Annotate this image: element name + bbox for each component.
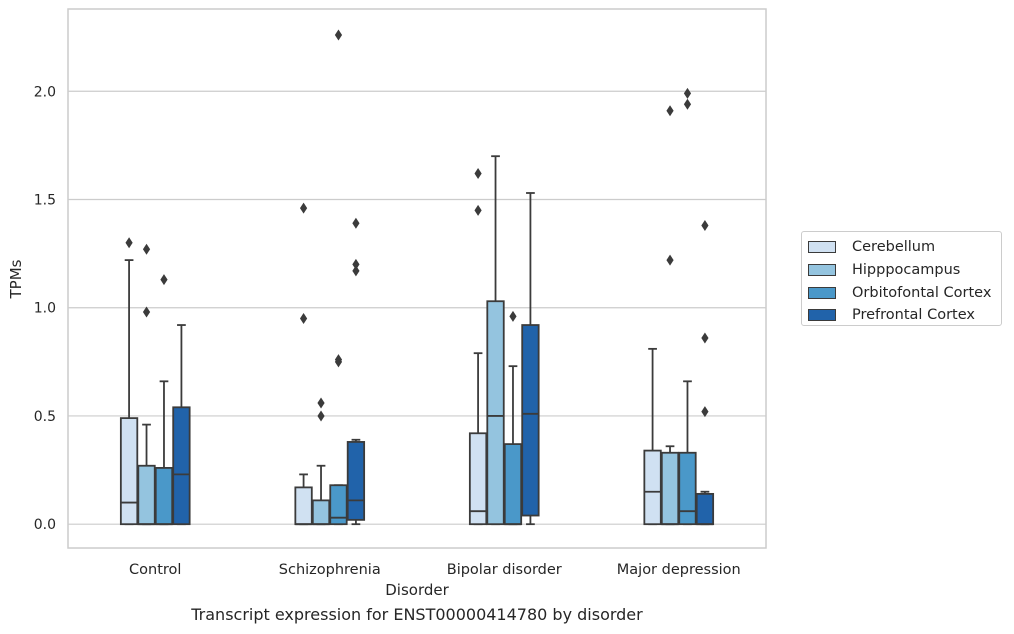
box <box>660 105 680 526</box>
box-series <box>119 29 715 526</box>
box <box>119 237 139 526</box>
outlier-point <box>299 202 308 214</box>
legend-swatch <box>808 309 836 322</box>
box-body <box>172 406 191 526</box>
box <box>695 219 715 526</box>
outlier-point <box>683 87 692 99</box>
box <box>503 310 523 526</box>
box <box>468 168 488 526</box>
outlier-point <box>334 354 343 366</box>
legend-label: Orbitofontal Cortex <box>852 284 992 301</box>
outlier-point <box>509 310 517 322</box>
legend-item: Orbitofontal Cortex <box>808 281 1001 304</box>
outlier-point <box>701 219 709 231</box>
box-body <box>468 432 488 526</box>
y-axis-label: TPMs <box>7 259 25 299</box>
box-body <box>486 300 505 526</box>
box-body <box>119 417 139 526</box>
y-tick-label: 0.0 <box>34 517 56 533</box>
box <box>678 87 697 526</box>
legend-label: Prefrontal Cortex <box>852 307 975 324</box>
y-tick-label: 1.5 <box>34 192 56 208</box>
box-body <box>695 492 715 526</box>
x-tick-label: Control <box>129 562 181 578</box>
legend-label: Hipppocampus <box>852 262 961 279</box>
outlier-point <box>352 217 360 229</box>
box-body <box>660 451 680 526</box>
box-body <box>643 449 662 526</box>
y-tick-labels: 0.0 0.5 1.0 1.5 2.0 <box>34 84 56 533</box>
box <box>154 274 174 526</box>
box-body <box>137 464 156 526</box>
box-body <box>154 467 174 526</box>
box <box>486 155 505 526</box>
y-tick-label: 2.0 <box>34 84 56 100</box>
outlier-point <box>142 243 151 255</box>
outlier-point <box>334 29 343 41</box>
outlier-point <box>317 397 325 409</box>
outlier-point <box>317 410 325 422</box>
box <box>294 202 313 526</box>
box <box>172 324 191 526</box>
box <box>329 29 348 526</box>
box-body <box>294 486 313 526</box>
outlier-point <box>160 274 168 286</box>
x-axis-label: Disorder <box>385 581 449 599</box>
outlier-point <box>352 258 360 270</box>
y-tick-label: 0.5 <box>34 409 56 425</box>
legend-item: Prefrontal Cortex <box>808 304 1001 327</box>
box-body <box>311 499 331 526</box>
box <box>346 217 366 526</box>
legend-swatch <box>808 286 836 299</box>
outlier-point <box>701 406 709 418</box>
legend-item: Cerebellum <box>808 236 1001 259</box>
outlier-point <box>701 332 709 344</box>
legend-swatch <box>808 241 836 254</box>
outlier-point <box>299 313 308 325</box>
chart-caption: Transcript expression for ENST0000041478… <box>191 605 643 624</box>
box-body <box>346 441 366 521</box>
y-tick-label: 1.0 <box>34 301 56 317</box>
outlier-point <box>474 168 482 180</box>
box <box>521 192 540 526</box>
outlier-point <box>683 98 692 110</box>
outlier-point <box>474 204 482 216</box>
outlier-point <box>352 265 360 277</box>
legend-item: Hipppocampus <box>808 259 1001 282</box>
x-tick-label: Major depression <box>617 562 741 578</box>
outlier-point <box>666 254 674 266</box>
box <box>643 347 662 526</box>
legend-swatch <box>808 264 836 277</box>
box-body <box>329 484 348 526</box>
legend: Cerebellum Hipppocampus Orbitofontal Cor… <box>801 231 1002 326</box>
box-body <box>678 451 697 526</box>
outlier-point <box>125 237 133 249</box>
box-body <box>503 443 523 526</box>
box <box>311 397 331 526</box>
x-tick-labels: Control Schizophrenia Bipolar disorder Majo… <box>129 562 741 578</box>
outlier-point <box>142 306 151 318</box>
box-body <box>521 324 540 517</box>
x-tick-label: Schizophrenia <box>279 562 381 578</box>
outlier-point <box>666 105 674 117</box>
x-tick-label: Bipolar disorder <box>447 562 562 578</box>
legend-label: Cerebellum <box>852 239 936 256</box>
box <box>137 243 156 526</box>
